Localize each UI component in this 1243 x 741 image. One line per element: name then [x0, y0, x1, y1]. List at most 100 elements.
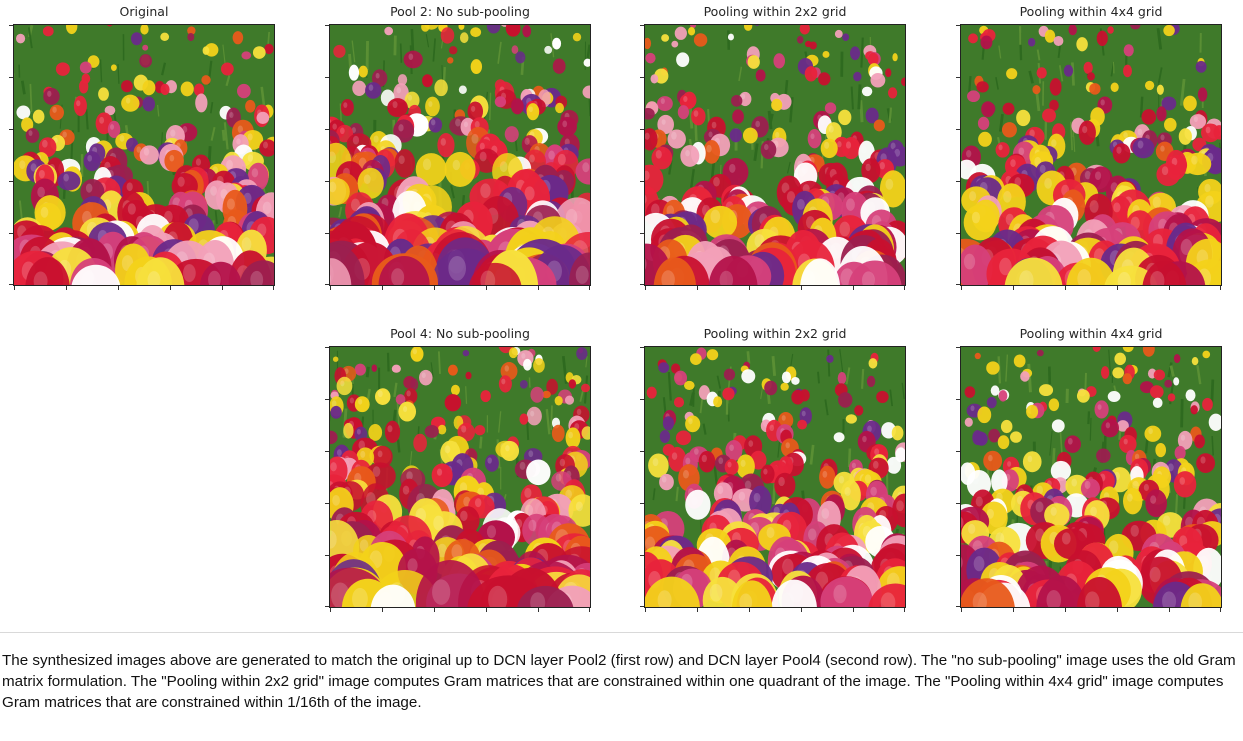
y-axis-tick — [325, 606, 329, 607]
pool2-no-subpooling-image-panel — [325, 24, 591, 290]
y-axis-tick — [640, 503, 644, 504]
x-axis-tick — [1065, 286, 1066, 290]
y-axis-tick — [640, 451, 644, 452]
x-axis-tick — [801, 286, 802, 290]
pool4-4x4-image-panel — [956, 346, 1222, 612]
x-axis-tick — [1117, 286, 1118, 290]
x-axis-tick — [749, 286, 750, 290]
tulip-field-image — [14, 25, 274, 285]
y-axis-tick — [325, 181, 329, 182]
y-axis-tick — [325, 25, 329, 26]
y-axis-tick — [640, 233, 644, 234]
y-axis-tick — [325, 347, 329, 348]
y-axis-tick — [640, 129, 644, 130]
original-title: Original — [119, 4, 169, 19]
y-axis-tick — [640, 606, 644, 607]
x-axis-tick — [273, 286, 274, 290]
x-axis-tick — [645, 608, 646, 612]
x-axis-tick — [645, 286, 646, 290]
x-axis-tick — [1169, 286, 1170, 290]
x-axis-tick — [904, 608, 905, 612]
pool4-4x4-title: Pooling within 4x4 grid — [1019, 326, 1163, 341]
y-axis-tick — [325, 399, 329, 400]
x-axis-tick — [1220, 286, 1221, 290]
x-axis-tick — [853, 286, 854, 290]
y-axis-tick — [956, 77, 960, 78]
pool2-2x2-image-panel — [640, 24, 906, 290]
x-axis-tick — [486, 286, 487, 290]
x-axis-tick — [538, 286, 539, 290]
x-axis-tick — [801, 608, 802, 612]
y-axis-tick — [956, 347, 960, 348]
x-axis-tick — [170, 286, 171, 290]
x-axis-tick — [961, 608, 962, 612]
original-image-panel — [9, 24, 275, 290]
y-axis-tick — [956, 233, 960, 234]
x-axis-tick — [853, 608, 854, 612]
y-axis-tick — [9, 77, 13, 78]
x-axis-tick — [330, 286, 331, 290]
pool4-no-subpooling-image-panel — [325, 346, 591, 612]
x-axis-tick — [904, 286, 905, 290]
x-axis-tick — [14, 286, 15, 290]
x-axis-tick — [1169, 608, 1170, 612]
y-axis-tick — [640, 347, 644, 348]
y-axis-tick — [325, 284, 329, 285]
y-axis-tick — [325, 129, 329, 130]
y-axis-tick — [640, 25, 644, 26]
y-axis-tick — [956, 555, 960, 556]
pool2-2x2-title: Pooling within 2x2 grid — [703, 4, 847, 19]
x-axis-tick — [1220, 608, 1221, 612]
y-axis-tick — [640, 181, 644, 182]
caption-divider — [0, 632, 1243, 633]
x-axis-tick — [382, 608, 383, 612]
y-axis-tick — [9, 284, 13, 285]
x-axis-tick — [434, 608, 435, 612]
y-axis-tick — [640, 284, 644, 285]
x-axis-tick — [697, 286, 698, 290]
figure-caption: The synthesized images above are generat… — [2, 652, 1236, 711]
y-axis-tick — [956, 129, 960, 130]
x-axis-tick — [1013, 608, 1014, 612]
pool4-no-subpooling-title: Pool 4: No sub-pooling — [390, 326, 530, 341]
x-axis-tick — [1117, 608, 1118, 612]
x-axis-tick — [749, 608, 750, 612]
y-axis-tick — [325, 451, 329, 452]
y-axis-tick — [9, 233, 13, 234]
x-axis-tick — [330, 608, 331, 612]
tulip-field-image — [961, 347, 1221, 607]
y-axis-tick — [640, 77, 644, 78]
y-axis-tick — [956, 25, 960, 26]
pool4-2x2-title: Pooling within 2x2 grid — [703, 326, 847, 341]
tulip-field-image — [645, 347, 905, 607]
x-axis-tick — [66, 286, 67, 290]
x-axis-tick — [222, 286, 223, 290]
y-axis-tick — [640, 399, 644, 400]
y-axis-tick — [325, 233, 329, 234]
x-axis-tick — [382, 286, 383, 290]
x-axis-tick — [538, 608, 539, 612]
x-axis-tick — [434, 286, 435, 290]
y-axis-tick — [325, 555, 329, 556]
y-axis-tick — [956, 284, 960, 285]
tulip-field-image — [330, 25, 590, 285]
y-axis-tick — [9, 129, 13, 130]
pool4-2x2-image-panel — [640, 346, 906, 612]
y-axis-tick — [956, 503, 960, 504]
y-axis-tick — [9, 25, 13, 26]
tulip-field-image — [645, 25, 905, 285]
y-axis-tick — [9, 181, 13, 182]
pool2-4x4-title: Pooling within 4x4 grid — [1019, 4, 1163, 19]
x-axis-tick — [589, 608, 590, 612]
y-axis-tick — [956, 606, 960, 607]
y-axis-tick — [640, 555, 644, 556]
x-axis-tick — [697, 608, 698, 612]
pool2-4x4-image-panel — [956, 24, 1222, 290]
x-axis-tick — [486, 608, 487, 612]
x-axis-tick — [961, 286, 962, 290]
x-axis-tick — [1065, 608, 1066, 612]
y-axis-tick — [325, 503, 329, 504]
tulip-field-image — [961, 25, 1221, 285]
tulip-field-image — [330, 347, 590, 607]
y-axis-tick — [956, 399, 960, 400]
